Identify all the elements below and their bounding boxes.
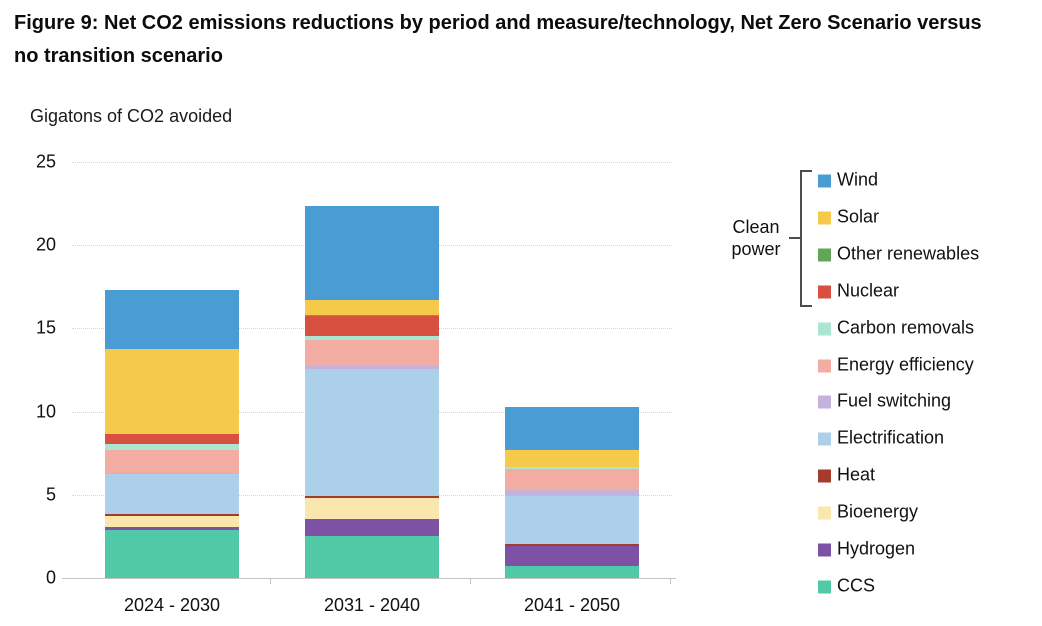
y-axis-units-label: Gigatons of CO2 avoided: [30, 106, 233, 126]
bar-segment-ccs: [505, 565, 639, 578]
bar-segment-heat: [505, 543, 639, 546]
x-category-label: 2024 - 2030: [123, 595, 221, 615]
bar-segment-wind: [105, 289, 239, 349]
bar-segment-electrification: [105, 473, 239, 515]
legend-swatch-electrification: [818, 432, 831, 446]
bar-segment-electrification: [505, 496, 639, 544]
legend-label-carbon-removals: Carbon removals: [837, 317, 975, 338]
legend-label-hydrogen: Hydrogen: [837, 538, 916, 559]
clean-power-group-label: Clean power: [731, 217, 781, 259]
legend-swatch-other-renewables: [818, 248, 831, 262]
x-axis-tick-2: [670, 579, 671, 584]
bar-segment-solar: [305, 299, 439, 316]
bar-segment-nuclear: [305, 316, 439, 337]
bar-segment-hydrogen: [105, 527, 239, 530]
bar-segment-hydrogen: [505, 545, 639, 566]
legend-label-electrification: Electrification: [837, 427, 945, 448]
bar-segment-other-renewables: [305, 315, 439, 317]
y-tick-label-0: 0: [45, 567, 56, 588]
clean-power-bracket-tick: [789, 237, 800, 239]
bar-segment-carbon-removals: [505, 467, 639, 469]
legend-label-wind: Wind: [837, 169, 879, 190]
legend-swatch-hydrogen: [818, 543, 831, 557]
legend-label-other-renewables: Other renewables: [837, 243, 980, 264]
bar-segment-hydrogen: [305, 518, 439, 536]
bar-segment-ccs: [105, 529, 239, 578]
x-category-label: 2041 - 2050: [523, 595, 621, 615]
legend-label-fuel-switching: Fuel switching: [837, 391, 952, 412]
bar-segment-carbon-removals: [105, 444, 239, 451]
y-tick-label-10: 10: [35, 401, 56, 422]
x-axis-tick-1: [470, 579, 471, 584]
bar-segment-bioenergy: [305, 498, 439, 519]
legend-swatch-solar: [818, 211, 831, 225]
legend-swatch-ccs: [818, 580, 831, 594]
gridline-25: [72, 162, 672, 163]
legend-label-solar: Solar: [837, 206, 880, 227]
legend-swatch-bioenergy: [818, 506, 831, 520]
x-axis-tick-0: [270, 579, 271, 584]
legend-swatch-nuclear: [818, 285, 831, 299]
bar-segment-bioenergy: [105, 515, 239, 528]
legend-label-heat: Heat: [837, 464, 876, 485]
y-tick-label-5: 5: [45, 484, 56, 505]
bar-segment-energy-efficiency: [105, 450, 239, 473]
legend-swatch-heat: [818, 469, 831, 483]
y-tick-label-15: 15: [35, 317, 56, 338]
legend-label-ccs: CCS: [837, 575, 876, 596]
clean-power-bracket-top-arm: [800, 170, 812, 172]
legend-swatch-wind: [818, 174, 831, 188]
legend-label-bioenergy: Bioenergy: [837, 501, 919, 522]
bar-segment-heat: [105, 514, 239, 516]
bar-segment-fuel-switching: [505, 490, 639, 497]
bar-segment-fuel-switching: [305, 366, 439, 369]
legend-label-nuclear: Nuclear: [837, 280, 900, 301]
bar-segment-solar: [505, 450, 639, 467]
x-axis-line: [62, 578, 676, 579]
bar-segment-heat: [305, 495, 439, 499]
legend-label-energy-efficiency: Energy efficiency: [837, 354, 974, 375]
legend-swatch-fuel-switching: [818, 395, 831, 409]
figure-title: Figure 9: Net CO2 emissions reductions b…: [14, 12, 982, 67]
bar-segment-energy-efficiency: [505, 468, 639, 491]
clean-power-bracket-bottom-arm: [800, 305, 812, 307]
bar-segment-wind: [305, 205, 439, 300]
y-tick-label-25: 25: [35, 151, 56, 172]
bar-segment-nuclear: [105, 433, 239, 445]
bar-segment-carbon-removals: [305, 336, 439, 340]
clean-power-bracket-line: [800, 170, 802, 307]
legend-swatch-energy-efficiency: [818, 359, 831, 372]
bar-segment-energy-efficiency: [305, 339, 439, 367]
y-tick-label-20: 20: [35, 234, 56, 255]
legend-swatch-carbon-removals: [818, 322, 831, 336]
bar-segment-solar: [105, 348, 239, 434]
bar-segment-electrification: [305, 368, 439, 496]
bar-segment-fuel-switching: [105, 472, 239, 474]
x-category-label: 2031 - 2040: [323, 595, 421, 615]
bar-segment-ccs: [305, 535, 439, 578]
bar-segment-wind: [505, 407, 639, 451]
